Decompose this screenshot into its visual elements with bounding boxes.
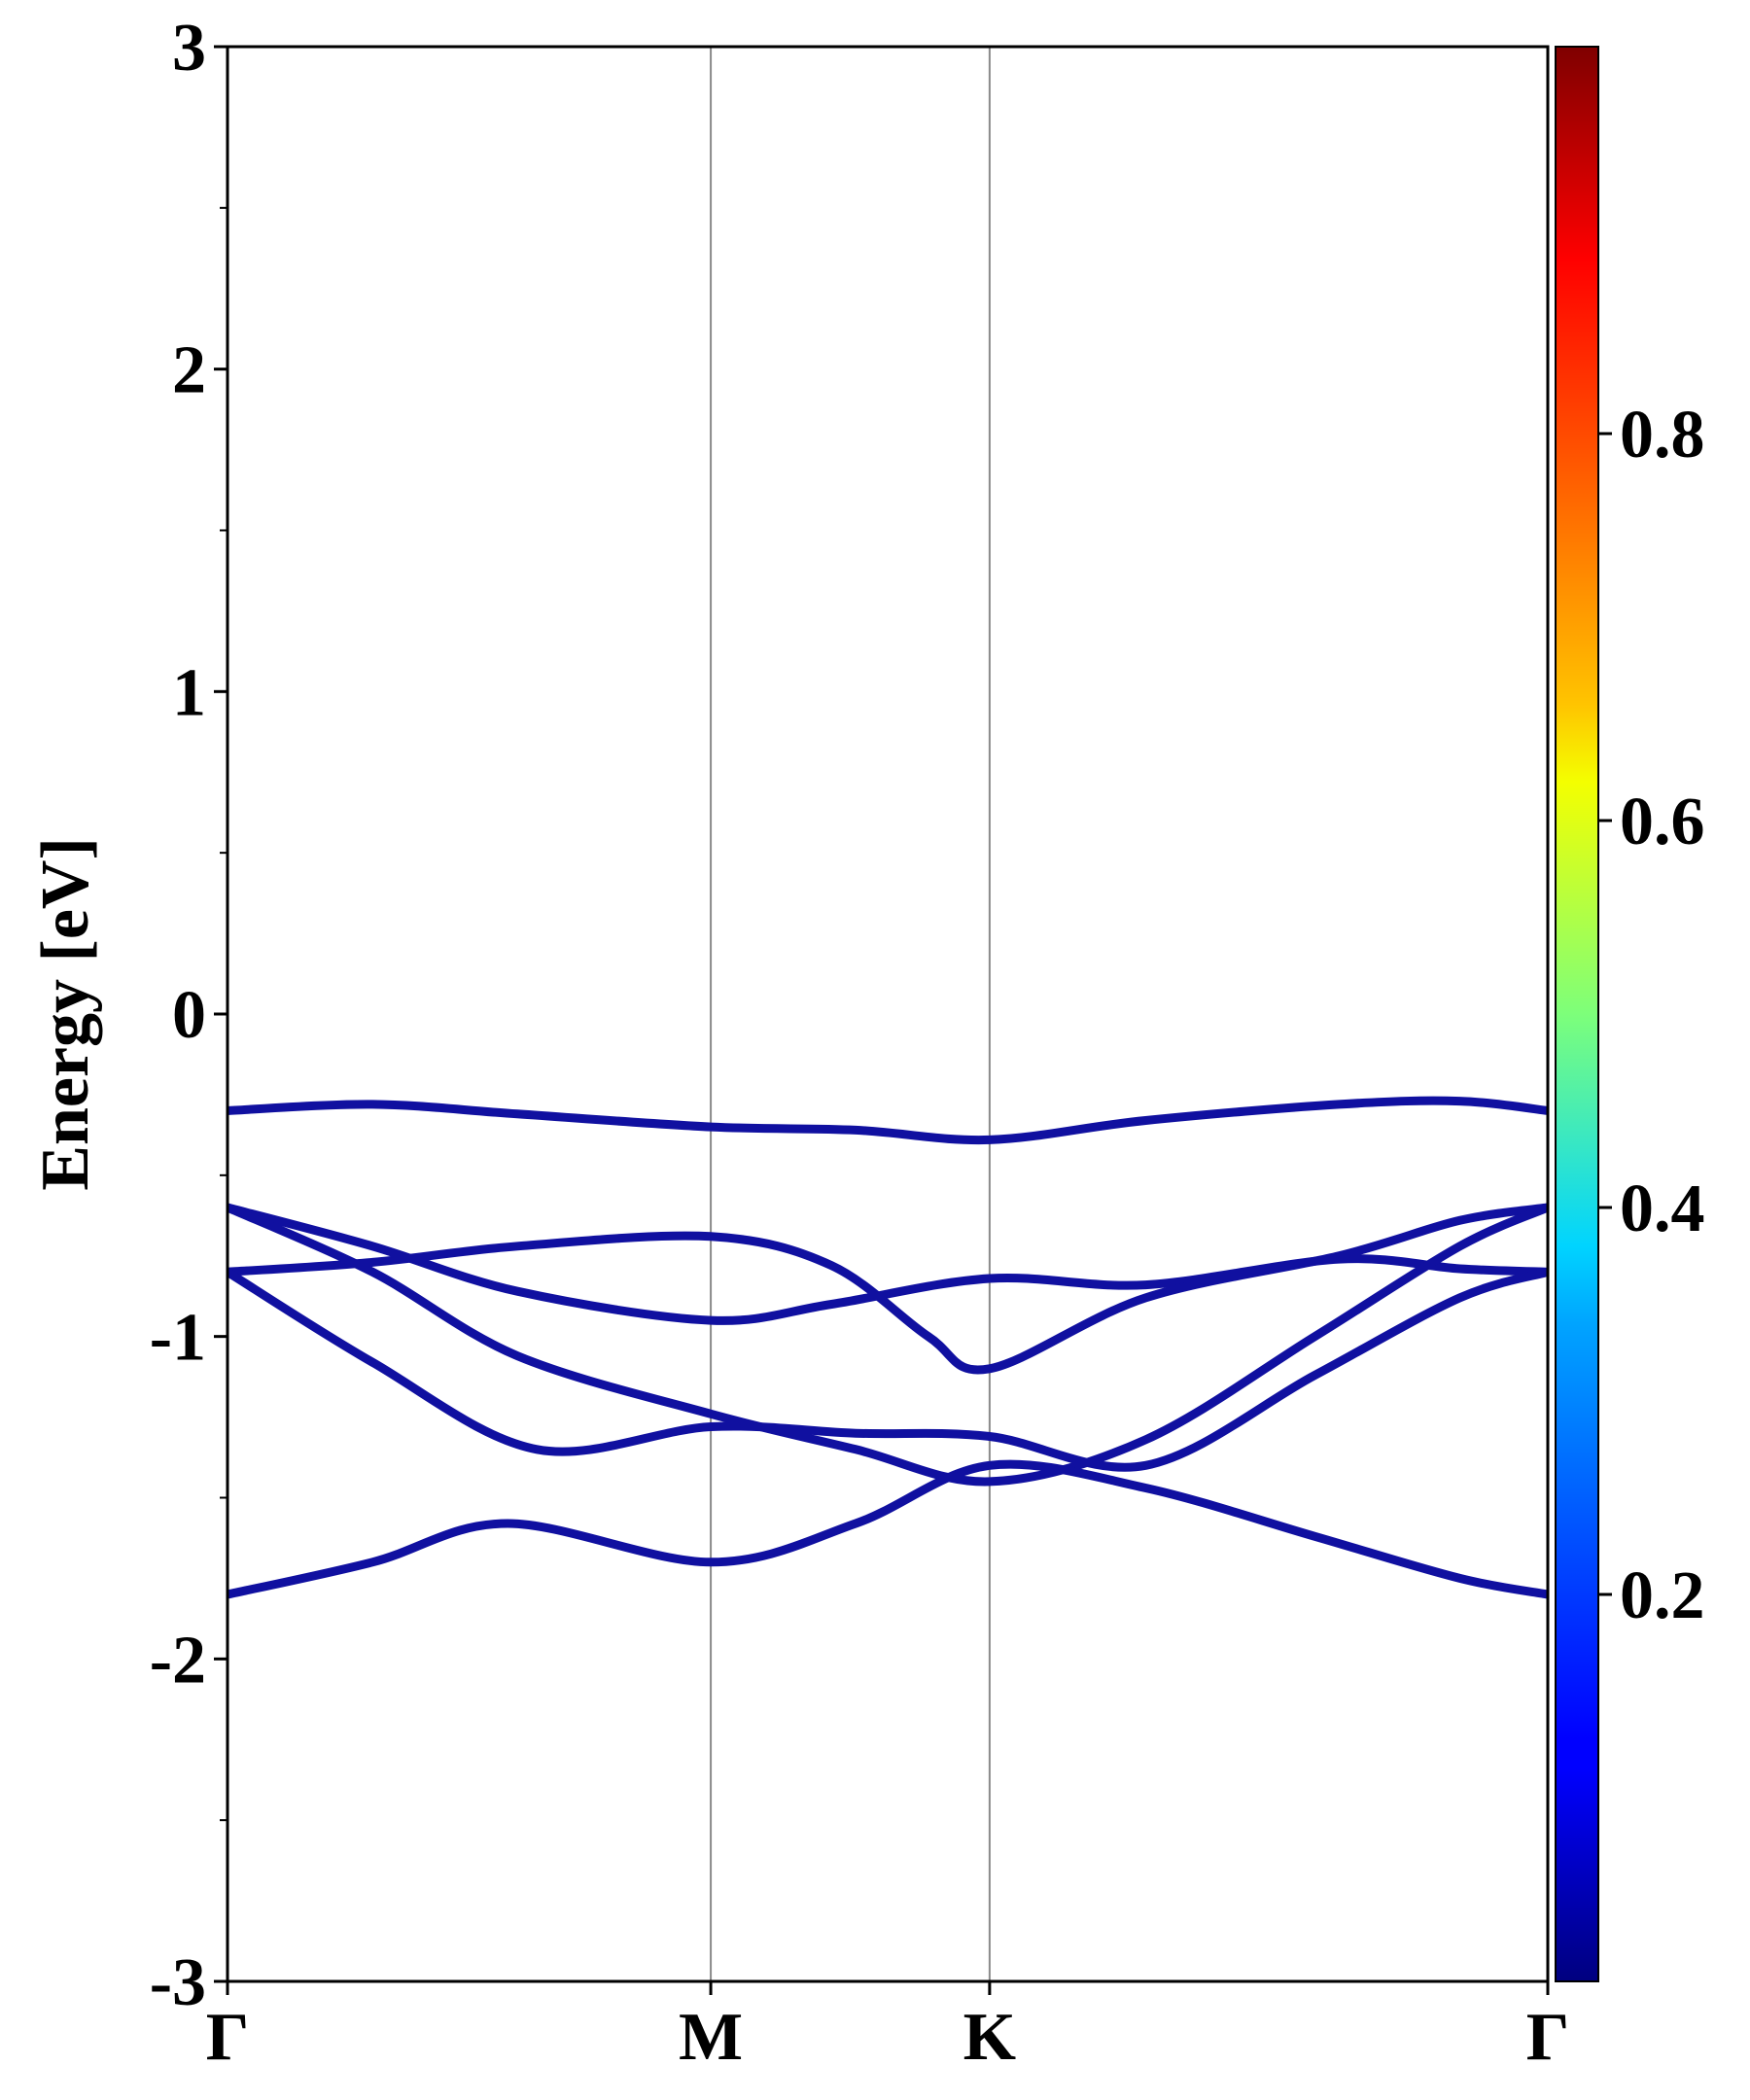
y-tick-label: -3	[150, 1945, 206, 2020]
y-tick-label: 0	[172, 978, 206, 1053]
band-line-6	[228, 1459, 1548, 1599]
colorbar-tick-label: 0.4	[1620, 1172, 1705, 1246]
y-tick-label: -1	[150, 1301, 206, 1376]
plot-frame	[226, 45, 1550, 1983]
band-line-3	[228, 1203, 1548, 1375]
y-tick-label: 3	[172, 11, 206, 86]
y-tick-label: -2	[150, 1623, 206, 1698]
y-axis-label: Energy [eV]	[28, 837, 103, 1191]
x-tick-label: Γ	[1526, 2000, 1570, 2075]
bands	[228, 1096, 1548, 1599]
band-line-1	[228, 1096, 1548, 1145]
x-tick-label: Γ	[206, 2000, 250, 2075]
band-line-5	[228, 1267, 1548, 1472]
colorbar-tick-label: 0.6	[1620, 785, 1705, 859]
band-line-2	[228, 1203, 1548, 1325]
x-tick-label: M	[679, 2000, 743, 2075]
y-tick-label: 1	[172, 655, 206, 730]
colorbar-ticks: 0.2 0.4 0.6 0.8	[1598, 398, 1705, 1633]
x-tick-label: K	[963, 2000, 1016, 2075]
colorbar	[1555, 46, 1599, 1982]
y-tick-label: 2	[172, 333, 206, 408]
kpoint-dividers	[710, 47, 991, 1981]
colorbar-tick-label: 0.2	[1620, 1558, 1705, 1633]
band-line-4	[228, 1203, 1548, 1487]
colorbar-tick-label: 0.8	[1620, 398, 1705, 472]
y-axis-ticks: 3 2 1 0 -1 -2 -3	[150, 11, 228, 2020]
